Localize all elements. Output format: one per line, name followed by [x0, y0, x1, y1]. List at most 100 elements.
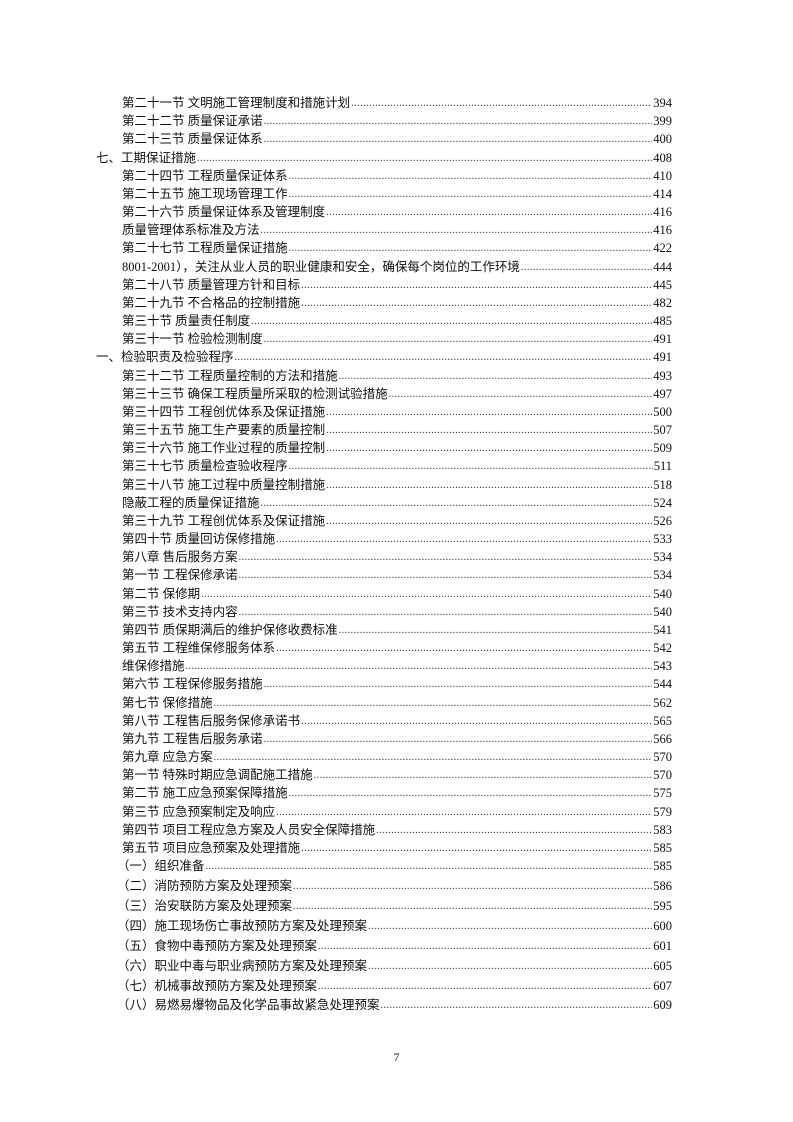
toc-entry[interactable]: 第五节 项目应急预案及处理措施 585 — [122, 839, 672, 857]
toc-entry-title: 第二十二节 质量保证承诺 — [122, 114, 263, 129]
toc-entry-page: 570 — [653, 750, 672, 765]
toc-entry[interactable]: 第一节 特殊时期应急调配施工措施 570 — [122, 766, 672, 784]
toc-entry[interactable]: 第八节 工程售后服务保修承诺书 565 — [122, 712, 672, 730]
toc-entry-page: 416 — [653, 223, 672, 238]
toc-entry-title: 第三十二节 工程质量控制的方法和措施 — [122, 368, 338, 383]
toc-entry[interactable]: 第三十三节 确保工程质量所采取的检测试验措施 497 — [122, 385, 672, 403]
toc-entry[interactable]: 第二十四节 工程质量保证体系 410 — [122, 167, 672, 185]
toc-entry[interactable]: 第二十五节 施工现场管理工作 414 — [122, 185, 672, 203]
toc-entry-page: 491 — [653, 350, 672, 365]
toc-entry[interactable]: 第九章 应急方案 570 — [122, 748, 672, 766]
toc-entry[interactable]: 第二节 施工应急预案保障措施 575 — [122, 784, 672, 802]
dot-leader — [326, 205, 652, 221]
dot-leader — [261, 223, 653, 239]
toc-entry-title: 第八章 售后服务方案 — [122, 550, 238, 565]
toc-entry-page: 595 — [653, 898, 672, 913]
toc-entry[interactable]: 质量管理体系标准及方法 416 — [122, 221, 672, 239]
dot-leader — [289, 241, 653, 257]
toc-entry[interactable]: 一、检验职责及检验程序 491 — [96, 348, 672, 366]
toc-entry-title: 第三十六节 施工作业过程的质量控制 — [122, 441, 326, 456]
toc-entry[interactable]: 第三十节 质量责任制度 485 — [122, 312, 672, 330]
toc-entry[interactable]: （一）组织准备 585 — [117, 857, 672, 875]
toc-entry-page: 444 — [653, 259, 672, 274]
toc-entry[interactable]: 第三十五节 施工生产要素的质量控制 507 — [122, 421, 672, 439]
toc-entry[interactable]: （八）易燃易爆物品及化学品事故紧急处理预案 609 — [117, 996, 672, 1014]
toc-entry[interactable]: 8001-2001），关注从业人员的职业健康和安全，确保每个岗位的工作环境 444 — [122, 258, 672, 276]
toc-entry-title: （二）消防预防方案及处理预案 — [117, 879, 293, 894]
toc-entry-title: 第二十三节 质量保证体系 — [122, 132, 263, 147]
toc-entry-page: 493 — [653, 368, 672, 383]
toc-entry[interactable]: 第二十八节 质量管理方针和目标 445 — [122, 276, 672, 294]
toc-entry-title: 第七节 保修措施 — [122, 695, 213, 710]
toc-entry[interactable]: 维保修措施 543 — [122, 657, 672, 675]
dot-leader — [264, 677, 653, 693]
toc-entry-title: 第三十节 质量责任制度 — [122, 314, 251, 329]
toc-entry[interactable]: 第三十六节 施工作业过程的质量控制 509 — [122, 439, 672, 457]
dot-leader — [339, 623, 653, 639]
toc-entry[interactable]: 第二十七节 工程质量保证措施 422 — [122, 239, 672, 257]
toc-entry-page: 491 — [653, 332, 672, 347]
toc-entry[interactable]: 第九节 工程售后服务承诺 566 — [122, 730, 672, 748]
toc-entry[interactable]: 第二十六节 质量保证体系及管理制度 416 — [122, 203, 672, 221]
toc-entry-page: 416 — [653, 205, 672, 220]
toc-entry-page: 609 — [653, 998, 672, 1013]
toc-entry-title: 第三十四节 工程创优体系及保证措施 — [122, 404, 326, 419]
toc-entry[interactable]: 第三节 技术支持内容 540 — [122, 603, 672, 621]
toc-entry[interactable]: 第五节 工程维保修服务体系 542 — [122, 639, 672, 657]
toc-entry-title: （八）易燃易爆物品及化学品事故紧急处理预案 — [117, 998, 380, 1013]
toc-entry-page: 422 — [653, 241, 672, 256]
toc-entry[interactable]: 第三十七节 质量检查验收程序 511 — [122, 457, 672, 475]
dot-leader — [264, 132, 653, 148]
dot-leader — [301, 296, 652, 312]
toc-entry[interactable]: 第六节 工程保修服务措施 544 — [122, 675, 672, 693]
toc-entry[interactable]: 第三十八节 施工过程中质量控制措施 518 — [122, 476, 672, 494]
dot-leader — [314, 768, 653, 784]
toc-entry-page: 400 — [653, 132, 672, 147]
toc-entry-title: 第六节 工程保修服务措施 — [122, 677, 263, 692]
dot-leader — [381, 998, 653, 1014]
dot-leader — [276, 532, 652, 548]
toc-entry[interactable]: 第二十三节 质量保证体系 400 — [122, 130, 672, 148]
toc-entry-title: 第四十节 质量回访保修措施 — [122, 532, 276, 547]
toc-entry[interactable]: 隐蔽工程的质量保证措施 524 — [122, 494, 672, 512]
toc-entry-title: 8001-2001），关注从业人员的职业健康和安全，确保每个岗位的工作环境 — [122, 259, 520, 274]
toc-entry[interactable]: （二）消防预防方案及处理预案 586 — [117, 877, 672, 895]
toc-entry[interactable]: 第四节 项目工程应急方案及人员安全保障措施 583 — [122, 821, 672, 839]
toc-entry-title: 第二十五节 施工现场管理工作 — [122, 186, 288, 201]
toc-entry[interactable]: 第三节 应急预案制定及响应 579 — [122, 803, 672, 821]
toc-entry-title: 第八节 工程售后服务保修承诺书 — [122, 713, 301, 728]
toc-entry[interactable]: 第四节 质保期满后的维护保修收费标准 541 — [122, 621, 672, 639]
dot-leader — [301, 841, 652, 857]
toc-entry[interactable]: 第二十一节 文明施工管理制度和措施计划 394 — [122, 94, 672, 112]
toc-entry[interactable]: （四）施工现场伤亡事故预防方案及处理预案 600 — [117, 917, 672, 935]
toc-entry[interactable]: （三）治安联防方案及处理预案 595 — [117, 897, 672, 915]
toc-entry[interactable]: 第二十九节 不合格品的控制措施 482 — [122, 294, 672, 312]
toc-entry-page: 586 — [653, 879, 672, 894]
toc-entry[interactable]: 第八章 售后服务方案 534 — [122, 548, 672, 566]
toc-entry[interactable]: 第七节 保修措施 562 — [122, 694, 672, 712]
dot-leader — [289, 169, 653, 185]
toc-entry-page: 585 — [653, 840, 672, 855]
toc-entry-title: 第二节 施工应急预案保障措施 — [122, 786, 288, 801]
toc-entry[interactable]: 七、工期保证措施 408 — [96, 149, 672, 167]
dot-leader — [239, 550, 653, 566]
toc-entry[interactable]: 第一节 工程保修承诺 534 — [122, 566, 672, 584]
toc-entry-page: 585 — [653, 859, 672, 874]
toc-entry[interactable]: 第二节 保修期 540 — [122, 585, 672, 603]
toc-entry-page: 497 — [653, 386, 672, 401]
toc-entry-title: 质量管理体系标准及方法 — [122, 223, 260, 238]
toc-entry[interactable]: （七）机械事故预防方案及处理预案 607 — [117, 977, 672, 995]
toc-entry-title: 第四节 质保期满后的维护保修收费标准 — [122, 622, 338, 637]
toc-entry[interactable]: （六）职业中毒与职业病预防方案及处理预案 605 — [117, 957, 672, 975]
toc-entry[interactable]: 第三十九节 工程创优体系及保证措施 526 — [122, 512, 672, 530]
toc-entry[interactable]: 第三十一节 检验检测制度 491 — [122, 330, 672, 348]
toc-entry-title: 一、检验职责及检验程序 — [96, 350, 234, 365]
toc-entry[interactable]: （五）食物中毒预防方案及处理预案 601 — [117, 937, 672, 955]
toc-entry[interactable]: 第二十二节 质量保证承诺 399 — [122, 112, 672, 130]
toc-entry[interactable]: 第四十节 质量回访保修措施 533 — [122, 530, 672, 548]
toc-entry-title: 第二十七节 工程质量保证措施 — [122, 241, 288, 256]
toc-entry[interactable]: 第三十二节 工程质量控制的方法和措施 493 — [122, 367, 672, 385]
dot-leader — [301, 278, 652, 294]
dot-leader — [376, 823, 652, 839]
toc-entry[interactable]: 第三十四节 工程创优体系及保证措施 500 — [122, 403, 672, 421]
